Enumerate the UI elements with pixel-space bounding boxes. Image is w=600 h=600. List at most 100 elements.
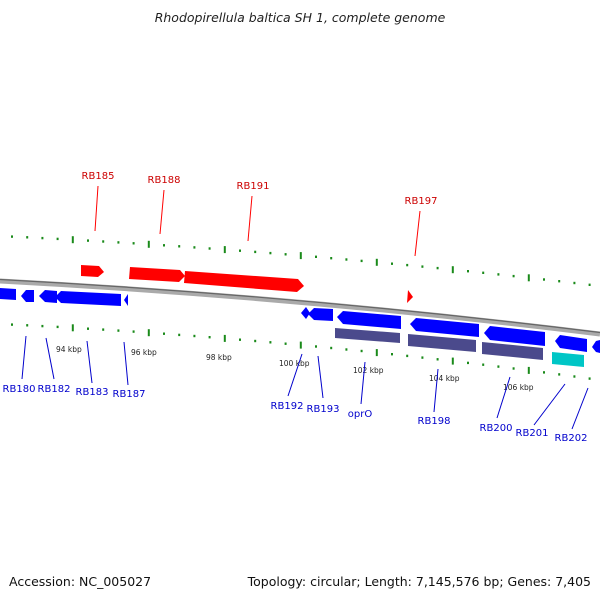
gene-label-rb197[interactable]: RB197 xyxy=(405,196,438,207)
gene-arrow-rb202[interactable] xyxy=(592,340,600,353)
gene-label-rb202[interactable]: RB202 xyxy=(555,433,588,444)
tick-minor xyxy=(208,336,211,339)
gene-arrow-rb185[interactable] xyxy=(81,265,104,277)
ticks-forward-strand xyxy=(11,235,591,286)
gene-label-rb192[interactable]: RB192 xyxy=(271,401,304,412)
tick-major xyxy=(147,329,150,337)
gene-arrow-rb192[interactable] xyxy=(301,307,310,319)
leader-rb192 xyxy=(287,353,303,397)
gene-arrow-rb183-b[interactable] xyxy=(55,291,121,306)
gene-arrow-opro[interactable] xyxy=(337,311,401,329)
tick-minor xyxy=(543,371,545,374)
tick-minor xyxy=(421,356,424,359)
leader-rb197 xyxy=(414,210,421,257)
reverse-genes xyxy=(0,288,600,353)
genome-summary-text: Topology: circular; Length: 7,145,576 bp… xyxy=(247,574,591,589)
gene-arrow-rb183-a[interactable] xyxy=(39,290,57,303)
gene-arrow-rb198[interactable] xyxy=(410,318,479,337)
tick-major xyxy=(223,334,226,342)
tick-minor xyxy=(436,266,439,270)
tick-minor xyxy=(512,274,515,278)
tick-minor xyxy=(588,377,591,380)
tick-minor xyxy=(421,265,424,268)
tick-minor xyxy=(239,249,241,252)
tick-minor xyxy=(391,262,393,265)
leader-rb193 xyxy=(317,355,324,399)
forward-genes xyxy=(81,265,413,303)
tick-scale-labels: 94 kbp 96 kbp 98 kbp 100 kbp 102 kbp 104… xyxy=(56,345,534,392)
gene-label-rb187[interactable]: RB187 xyxy=(113,389,146,400)
tick-minor xyxy=(163,244,165,247)
tick-major xyxy=(147,240,150,248)
tick-minor xyxy=(41,324,44,328)
gene-label-rb183[interactable]: RB183 xyxy=(76,387,109,398)
gene-label-rb180[interactable]: RB180 xyxy=(3,384,36,395)
tick-minor xyxy=(330,257,333,260)
tick-minor xyxy=(512,367,515,370)
gene-arrow-rb191[interactable] xyxy=(184,271,304,292)
gene-label-opro[interactable]: oprO xyxy=(348,409,373,420)
gene-arrow-rb182[interactable] xyxy=(21,290,34,302)
tick-minor xyxy=(117,241,120,244)
accession-text: Accession: NC_005027 xyxy=(9,574,151,589)
tick-minor xyxy=(543,278,545,281)
leader-rb182 xyxy=(45,337,55,380)
tick-label-100kbp: 100 kbp xyxy=(279,359,310,368)
tick-minor xyxy=(163,332,165,335)
tick-minor xyxy=(573,281,576,285)
leader-rb187 xyxy=(123,341,129,386)
tick-minor xyxy=(360,349,363,353)
ticks-reverse-strand xyxy=(11,323,591,380)
map-title: Rhodopirellula baltica SH 1, complete ge… xyxy=(155,10,446,25)
tick-minor xyxy=(269,341,272,344)
tick-major xyxy=(451,266,454,274)
tick-minor xyxy=(497,273,500,276)
tick-major xyxy=(527,366,530,374)
gene-arrow-rb200[interactable] xyxy=(484,326,545,346)
tick-minor xyxy=(239,338,241,341)
gene-arrow-rb187[interactable] xyxy=(124,294,128,306)
product-bar-rb198 xyxy=(408,334,476,352)
tick-minor xyxy=(497,365,500,368)
gene-arrow-rb188[interactable] xyxy=(129,267,185,282)
leader-rb185 xyxy=(94,185,99,232)
tick-minor xyxy=(26,236,29,239)
product-bar-rb200 xyxy=(482,342,543,360)
tick-minor xyxy=(11,323,13,326)
tick-minor xyxy=(208,247,211,250)
tick-label-102kbp: 102 kbp xyxy=(353,366,384,375)
gene-label-rb201[interactable]: RB201 xyxy=(516,428,549,439)
leader-rb180 xyxy=(21,335,27,380)
reverse-gene-labels xyxy=(21,335,589,430)
tick-minor xyxy=(132,330,135,333)
gene-arrow-rb201[interactable] xyxy=(555,335,587,352)
gene-arrow-rb197[interactable] xyxy=(407,290,413,303)
tick-minor xyxy=(193,246,196,249)
leader-rb202 xyxy=(571,387,589,430)
gene-label-rb191[interactable]: RB191 xyxy=(237,181,270,192)
tick-minor xyxy=(406,263,409,267)
tick-major xyxy=(527,274,530,282)
gene-arrow-rb180[interactable] xyxy=(0,288,16,300)
gene-label-rb200[interactable]: RB200 xyxy=(480,423,513,434)
tick-minor xyxy=(269,251,272,255)
tick-major xyxy=(299,252,302,260)
tick-minor xyxy=(315,255,317,258)
leader-rb188 xyxy=(159,189,165,235)
tick-minor xyxy=(254,250,257,254)
gene-label-rb188[interactable]: RB188 xyxy=(148,175,181,186)
tick-label-106kbp: 106 kbp xyxy=(503,383,534,392)
tick-minor xyxy=(102,240,105,243)
gene-label-rb198[interactable]: RB198 xyxy=(418,416,451,427)
tick-minor xyxy=(284,342,287,345)
gene-label-rb182[interactable]: RB182 xyxy=(38,384,71,395)
tick-major xyxy=(375,258,378,266)
tick-minor xyxy=(315,345,317,348)
forward-gene-labels xyxy=(94,185,421,257)
gene-label-rb193[interactable]: RB193 xyxy=(307,404,340,415)
tick-minor xyxy=(482,363,485,366)
gene-arrow-rb193[interactable] xyxy=(308,308,333,321)
tick-minor xyxy=(436,358,439,361)
gene-label-rb185[interactable]: RB185 xyxy=(82,171,115,182)
